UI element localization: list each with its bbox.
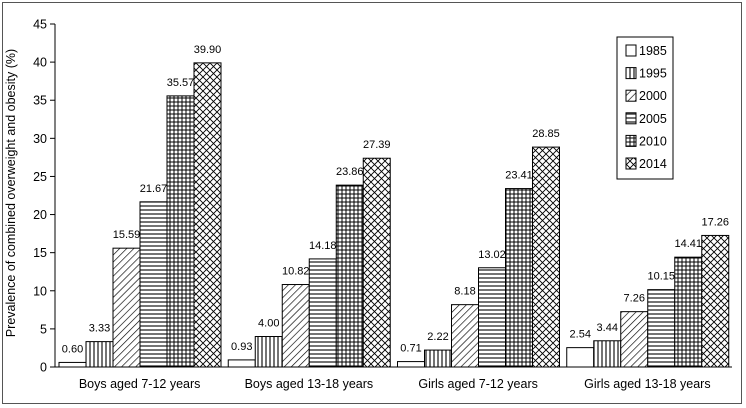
data-label: 17.26 [701, 216, 729, 228]
y-tick-label: 5 [40, 322, 47, 336]
data-label: 14.18 [309, 240, 337, 252]
legend-box [616, 36, 674, 180]
y-tick-label: 30 [33, 132, 47, 146]
y-tick-label: 35 [33, 94, 47, 108]
data-label: 10.15 [647, 271, 675, 283]
data-label: 21.67 [140, 183, 168, 195]
data-label: 14.41 [674, 238, 702, 250]
bar-2005-2 [308, 258, 337, 368]
data-label: 28.85 [532, 128, 560, 140]
bar-2005-1 [139, 201, 168, 368]
bar-2014-3 [532, 146, 560, 368]
bar-1985-2 [227, 359, 256, 368]
bar-2014-4 [701, 234, 730, 368]
bar-1995-1 [85, 341, 114, 368]
bar-2005-3 [478, 267, 506, 368]
data-label: 8.18 [454, 286, 475, 298]
legend-swatch-1995 [625, 67, 637, 80]
legend: 1985 1995 2000 2005 2010 2014 [616, 36, 674, 180]
data-label: 39.90 [194, 44, 222, 56]
data-label: 2.54 [570, 329, 591, 341]
data-label: 0.93 [231, 341, 252, 353]
bar-2010-4 [674, 256, 703, 368]
data-label: 23.41 [505, 170, 533, 182]
x-tick-label: Girls aged 7-12 years [418, 377, 538, 391]
bar-1995-3 [424, 349, 452, 368]
bar-2000-3 [451, 304, 479, 368]
y-tick-label: 10 [33, 284, 47, 298]
x-tick-label: Boys aged 13-18 years [245, 377, 374, 391]
bar-2014-2 [362, 157, 391, 368]
data-label: 7.26 [624, 293, 645, 305]
data-label: 0.71 [400, 343, 421, 355]
legend-label-2000: 2000 [639, 89, 667, 103]
y-tick-label: 45 [33, 18, 47, 32]
bar-1985-3 [397, 361, 425, 368]
data-label: 2.22 [427, 331, 448, 343]
y-tick-label: 15 [33, 246, 47, 260]
x-axis-tick-labels: Boys aged 7-12 years Boys aged 13-18 year… [79, 377, 711, 391]
y-tick-label: 40 [33, 56, 47, 70]
y-axis-label: Prevalence of combined overweight and ob… [4, 49, 18, 337]
bar-2010-2 [335, 184, 364, 368]
legend-swatch-2010 [625, 134, 637, 147]
bars [58, 62, 730, 368]
bar-2010-1 [166, 95, 195, 368]
bar-2010-3 [505, 188, 533, 368]
data-label: 35.57 [167, 77, 195, 89]
legend-label-1985: 1985 [639, 44, 667, 58]
legend-label-2014: 2014 [639, 157, 667, 171]
bar-2000-4 [620, 311, 649, 368]
data-label: 10.82 [282, 266, 310, 278]
legend-swatch-1985 [625, 44, 637, 57]
data-label: 3.44 [597, 322, 618, 334]
data-label: 0.60 [62, 343, 83, 355]
bar-1995-2 [254, 336, 283, 368]
bar-1985-4 [566, 347, 595, 368]
data-label: 15.59 [113, 229, 141, 241]
data-label: 4.00 [258, 318, 279, 330]
x-tick-label: Boys aged 7-12 years [79, 377, 201, 391]
y-tick-label: 0 [40, 361, 47, 375]
bar-2000-1 [112, 247, 141, 368]
data-label: 3.33 [89, 323, 110, 335]
legend-label-2010: 2010 [639, 134, 667, 148]
bar-2005-4 [647, 289, 676, 368]
x-tick-label: Girls aged 13-18 years [584, 377, 710, 391]
y-tick-label: 20 [33, 208, 47, 222]
legend-swatch-2000 [625, 89, 637, 102]
data-label: 27.39 [363, 139, 391, 151]
data-label: 23.86 [336, 166, 364, 178]
value-labels: 0.60 3.33 15.59 21.67 35.57 39.90 0.93 4.00 10.8… [62, 44, 729, 356]
bar-1985-1 [58, 361, 87, 368]
y-tick-label: 25 [33, 170, 47, 184]
bar-1995-4 [593, 340, 622, 368]
bar-2014-1 [193, 62, 222, 368]
bar-2000-2 [281, 284, 310, 368]
legend-swatch-2005 [625, 112, 637, 125]
legend-swatch-2014 [625, 157, 637, 170]
legend-label-2005: 2005 [639, 112, 667, 126]
legend-label-1995: 1995 [639, 67, 667, 81]
data-label: 13.02 [478, 249, 506, 261]
